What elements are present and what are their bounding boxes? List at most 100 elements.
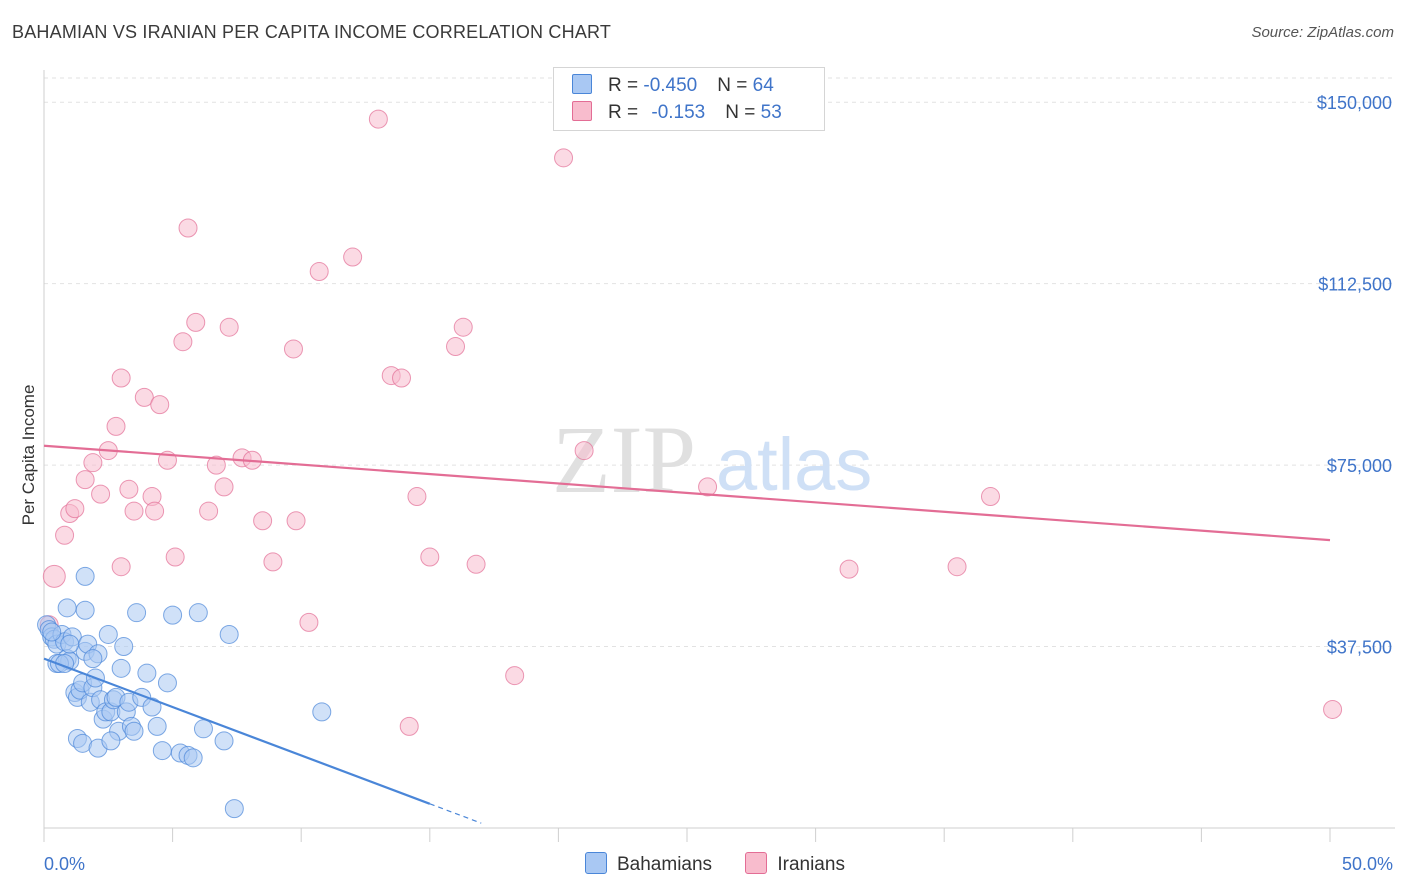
- iranian-point: [466, 554, 486, 574]
- series-swatch-bahamians: [585, 852, 607, 874]
- iranian-point: [392, 368, 412, 388]
- iranian-point: [165, 547, 185, 567]
- iranian-point: [698, 477, 718, 497]
- series-legend-iranians: Iranians: [745, 852, 845, 876]
- legend-r-label: R =: [608, 75, 644, 96]
- legend-n-label: N =: [725, 102, 761, 123]
- iranian-point: [446, 337, 466, 357]
- iranian-point: [407, 487, 427, 507]
- iranian-point: [420, 547, 440, 567]
- iranian-point: [111, 557, 131, 577]
- bahamian-point: [147, 716, 167, 736]
- grid-lines: [44, 77, 1395, 648]
- iranian-point: [309, 262, 329, 282]
- y-tick-label: $37,500: [1327, 638, 1392, 658]
- iranian-point: [119, 479, 139, 499]
- bahamian-point: [219, 624, 239, 644]
- bahamian-point: [98, 624, 118, 644]
- iranian-point: [83, 453, 103, 473]
- bahamian-point: [124, 721, 144, 741]
- iranian-point: [286, 511, 306, 531]
- iranian-point: [574, 441, 594, 461]
- legend-r-value: -0.153: [651, 102, 706, 123]
- iranian-point: [947, 557, 967, 577]
- iranian-point: [91, 484, 111, 504]
- axes: [43, 70, 1395, 842]
- iranian-point: [505, 666, 525, 686]
- legend-r-label: R =: [608, 102, 644, 123]
- iranian-point: [150, 395, 170, 415]
- bahamian-point: [193, 719, 213, 739]
- bahamian-point: [224, 799, 244, 819]
- legend-swatch-iranians: [572, 101, 592, 121]
- iranian-point: [75, 470, 95, 490]
- bahamian-point: [214, 731, 234, 751]
- iranian-point: [65, 499, 85, 519]
- iranian-point: [178, 218, 198, 238]
- iranian-point: [145, 501, 165, 521]
- data-points: [37, 109, 1343, 819]
- bahamian-point: [312, 702, 332, 722]
- iranian-point: [134, 387, 154, 407]
- iranian-point: [283, 339, 303, 359]
- iranian-point: [399, 716, 419, 736]
- iranian-point: [111, 368, 131, 388]
- bahamian-point: [183, 748, 203, 768]
- series-swatch-iranians: [745, 852, 768, 874]
- iranian-point: [106, 416, 126, 436]
- legend-swatch-bahamians: [572, 74, 592, 94]
- series-legend-bahamians: Bahamians: [585, 852, 712, 876]
- legend-n-value: 64: [752, 75, 774, 96]
- bahamian-trend-line: [43, 657, 431, 805]
- bahamian-point: [57, 598, 77, 618]
- iranian-point: [299, 612, 319, 632]
- y-axis-label: Per Capita Income: [19, 385, 38, 526]
- bahamian-point: [101, 731, 121, 751]
- iranian-point: [253, 511, 273, 531]
- iranian-point: [42, 564, 66, 588]
- iranian-trend-line: [43, 444, 1331, 542]
- bahamian-point: [188, 603, 208, 623]
- iranian-point: [206, 455, 226, 475]
- iranian-point: [55, 525, 75, 545]
- bahamian-point: [152, 741, 172, 761]
- iranian-point: [343, 247, 363, 267]
- legend-row-iranians: R = -0.153 N = 53: [572, 101, 782, 127]
- bahamian-point: [75, 566, 95, 586]
- bahamian-trend-extension: [429, 803, 482, 824]
- iranian-point: [199, 501, 219, 521]
- iranian-point: [219, 317, 239, 337]
- bahamian-point: [137, 663, 157, 683]
- bahamian-point: [83, 649, 103, 669]
- iranian-point: [980, 487, 1000, 507]
- bahamian-point: [142, 697, 162, 717]
- y-tick-label: $112,500: [1318, 275, 1392, 295]
- legend-row-bahamians: R = -0.450 N = 64: [572, 74, 774, 100]
- trend-lines: [43, 444, 1331, 824]
- chart-title: BAHAMIAN VS IRANIAN PER CAPITA INCOME CO…: [12, 22, 612, 42]
- legend-r-value: -0.450: [643, 75, 698, 96]
- y-tick-label: $150,000: [1317, 93, 1392, 113]
- watermark-zip: ZIP: [552, 406, 696, 513]
- bahamian-point: [42, 622, 62, 642]
- x-tick-label: 0.0%: [44, 854, 85, 874]
- bahamian-point: [114, 637, 134, 657]
- watermark: ZIP atlas: [552, 406, 872, 513]
- legend-n-value: 53: [760, 102, 782, 123]
- series-legend: Bahamians Iranians: [585, 852, 873, 876]
- iranian-point: [1323, 699, 1343, 719]
- bahamian-point: [157, 673, 177, 693]
- iranian-point: [368, 109, 388, 129]
- iranian-point: [173, 332, 193, 352]
- watermark-atlas: atlas: [716, 423, 872, 506]
- iranian-point: [214, 477, 234, 497]
- iranian-point: [263, 552, 283, 572]
- series-label-bahamians: Bahamians: [617, 854, 713, 875]
- iranian-point: [186, 312, 206, 332]
- bahamian-point: [127, 603, 147, 623]
- iranian-point: [839, 559, 859, 579]
- iranian-point: [124, 501, 144, 521]
- iranian-point: [554, 148, 574, 168]
- y-tick-label: $75,000: [1327, 456, 1392, 476]
